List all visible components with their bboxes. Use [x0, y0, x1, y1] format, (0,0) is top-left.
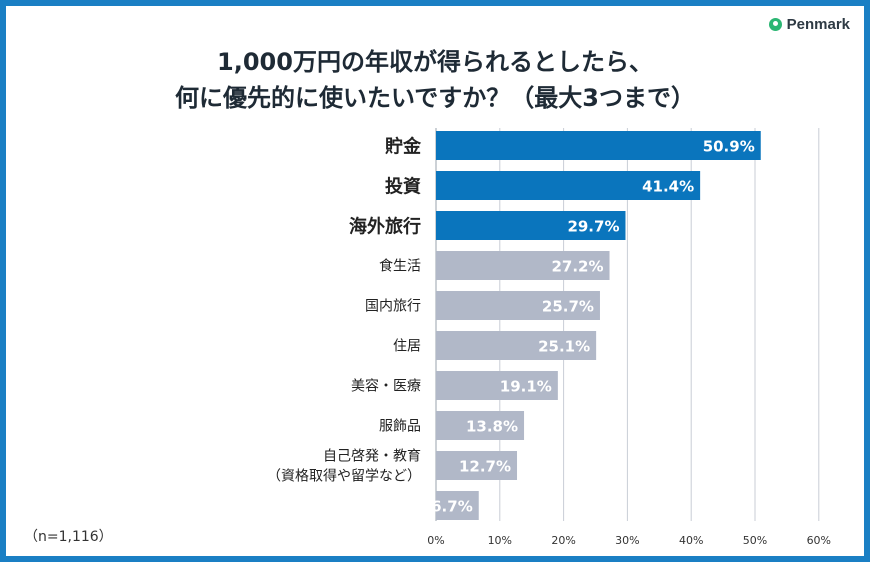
bar	[436, 491, 479, 520]
bar	[436, 131, 761, 160]
bar-value-label: 13.8%	[466, 418, 518, 436]
category-label: 投資	[385, 176, 421, 198]
bar-value-label: 29.7%	[567, 218, 619, 236]
bar	[436, 451, 518, 480]
category-label: 美容・医療	[351, 378, 421, 395]
bar-value-label: 12.7%	[459, 458, 511, 476]
penmark-logo-icon	[768, 18, 782, 31]
category-label: 食生活	[379, 258, 421, 275]
bar	[436, 371, 558, 400]
x-tick-label: 20%	[551, 534, 575, 547]
brand-name: Penmark	[786, 16, 850, 33]
category-label: 住居	[393, 339, 421, 355]
bar	[436, 331, 597, 360]
bar-value-label: 25.7%	[542, 298, 594, 316]
x-tick-label: 30%	[615, 534, 639, 547]
x-tick-label: 10%	[488, 534, 512, 547]
bar-value-label: 41.4%	[642, 178, 694, 196]
chart-title-line1: 1,000万円の年収が得られるとしたら、	[217, 48, 653, 76]
sample-size-note: （n=1,116）	[24, 529, 113, 545]
x-tick-label: 40%	[679, 534, 703, 547]
bar-value-label: 19.1%	[500, 378, 552, 396]
x-tick-label: 50%	[743, 534, 767, 547]
category-label: 自己啓発・教育	[323, 449, 421, 465]
bar	[436, 211, 626, 240]
bar	[436, 251, 610, 280]
category-label: 国内旅行	[365, 299, 421, 315]
bar	[436, 291, 600, 320]
x-tick-label: 0%	[427, 534, 444, 547]
category-label: 海外旅行	[349, 216, 421, 238]
x-tick-label: 60%	[807, 534, 831, 547]
brand-logo: Penmark	[768, 16, 850, 33]
chart-title-line2: 何に優先的に使いたいですか？（最大3つまで）	[175, 84, 695, 112]
chart-title: 1,000万円の年収が得られるとしたら、 何に優先的に使いたいですか？（最大3つ…	[6, 44, 864, 116]
bar-value-label: 50.9%	[703, 138, 755, 156]
category-label: （資格取得や留学など）	[267, 468, 421, 485]
category-label: 貯金	[385, 136, 422, 158]
bar-value-label: 6.7%	[431, 498, 473, 516]
bar	[436, 171, 701, 200]
bar-value-label: 25.1%	[538, 338, 590, 356]
bar-value-label: 27.2%	[551, 258, 603, 276]
category-label: 服飾品	[379, 419, 421, 435]
chart-frame: Penmark 1,000万円の年収が得られるとしたら、 何に優先的に使いたいで…	[6, 6, 864, 556]
bar	[436, 411, 525, 440]
